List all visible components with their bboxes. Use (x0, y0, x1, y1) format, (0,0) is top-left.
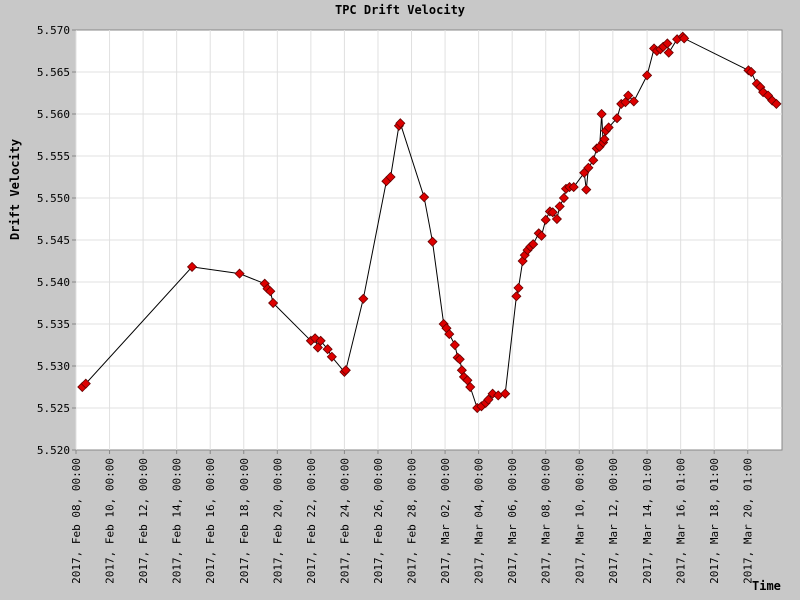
y-tick-label: 5.550 (37, 192, 70, 205)
y-tick-label: 5.565 (37, 66, 70, 79)
grid-lines (75, 30, 782, 450)
data-point[interactable] (322, 344, 333, 355)
data-point[interactable] (385, 171, 396, 183)
y-tick-label: 5.520 (37, 444, 70, 457)
x-tick-label: 2017, Feb 12, 00:00 (137, 458, 150, 584)
x-tick-label: 2017, Feb 20, 00:00 (271, 458, 284, 584)
x-tick-label: 2017, Mar 02, 00:00 (439, 458, 452, 584)
data-point[interactable] (771, 98, 782, 109)
x-tick-label: 2017, Feb 16, 00:00 (204, 458, 217, 584)
data-point[interactable] (540, 214, 551, 225)
data-point[interactable] (558, 192, 569, 204)
data-point[interactable] (268, 297, 279, 309)
x-tick-label: 2017, Feb 08, 00:00 (70, 458, 83, 584)
data-point[interactable] (568, 182, 579, 193)
data-point[interactable] (528, 239, 539, 250)
data-point[interactable] (500, 388, 511, 399)
y-tick-label: 5.535 (37, 318, 70, 331)
data-point[interactable] (513, 282, 524, 293)
data-point[interactable] (554, 201, 565, 212)
x-tick-label: 2017, Feb 14, 00:00 (171, 458, 184, 584)
data-point[interactable] (340, 365, 351, 376)
data-point[interactable] (395, 118, 406, 129)
data-point[interactable] (536, 230, 547, 241)
x-tick-label: 2017, Feb 24, 00:00 (338, 458, 351, 584)
data-point[interactable] (746, 66, 757, 78)
x-tick-label: 2017, Mar 10, 00:00 (573, 458, 586, 584)
y-tick-label: 5.540 (37, 276, 70, 289)
x-tick-label: 2017, Mar 06, 00:00 (506, 458, 519, 584)
data-point[interactable] (186, 261, 198, 272)
data-point[interactable] (599, 134, 610, 145)
data-point[interactable] (662, 38, 673, 49)
data-point[interactable] (80, 378, 91, 389)
x-tick-label: 2017, Mar 04, 00:00 (473, 458, 486, 584)
data-point[interactable] (663, 47, 674, 58)
data-point[interactable] (547, 207, 558, 218)
axis-ticks: 5.520 5.525 5.530 5.535 5.540 5.545 5.550 5.555… (37, 24, 755, 584)
data-point[interactable] (454, 354, 465, 365)
y-tick-label: 5.530 (37, 360, 70, 373)
data-point[interactable] (628, 96, 639, 107)
data-point[interactable] (234, 268, 245, 279)
data-point[interactable] (265, 286, 276, 297)
x-tick-label: 2017, Feb 26, 00:00 (372, 458, 385, 584)
data-point[interactable] (511, 291, 522, 302)
chart-title: TPC Drift Velocity (334, 3, 466, 17)
data-point[interactable] (581, 184, 592, 195)
x-tick-label: 2017, Mar 20, 01:00 (742, 458, 755, 584)
data-point[interactable] (483, 394, 494, 405)
x-axis-label: Time (752, 579, 781, 593)
x-tick-label: 2017, Feb 22, 00:00 (305, 458, 318, 584)
data-point[interactable] (642, 70, 653, 81)
data-point[interactable] (358, 293, 369, 304)
data-point[interactable] (679, 33, 690, 44)
data-point[interactable] (611, 113, 623, 124)
series-markers (77, 31, 782, 414)
y-tick-label: 5.545 (37, 234, 70, 247)
data-point[interactable] (449, 339, 460, 351)
x-tick-label: 2017, Feb 10, 00:00 (104, 458, 117, 584)
data-point[interactable] (326, 351, 337, 362)
data-point[interactable] (419, 192, 430, 203)
x-tick-label: 2017, Mar 18, 01:00 (708, 458, 721, 584)
x-tick-label: 2017, Mar 16, 01:00 (675, 458, 688, 584)
data-point[interactable] (583, 162, 594, 173)
x-tick-label: 2017, Mar 12, 00:00 (607, 458, 620, 584)
data-point[interactable] (596, 108, 607, 120)
data-point[interactable] (465, 381, 476, 393)
x-tick-label: 2017, Feb 18, 00:00 (238, 458, 251, 584)
x-tick-label: 2017, Mar 14, 01:00 (641, 458, 654, 584)
data-point[interactable] (603, 122, 614, 133)
data-point[interactable] (444, 329, 455, 340)
x-tick-label: 2017, Mar 08, 00:00 (540, 458, 553, 584)
data-point[interactable] (427, 236, 438, 247)
x-tick-label: 2017, Feb 28, 00:00 (406, 458, 419, 584)
data-point[interactable] (623, 90, 634, 101)
y-tick-label: 5.570 (37, 24, 70, 37)
data-point[interactable] (551, 213, 562, 225)
data-point[interactable] (588, 155, 599, 166)
y-tick-label: 5.555 (37, 150, 70, 163)
y-tick-label: 5.560 (37, 108, 70, 121)
data-point[interactable] (315, 335, 326, 346)
y-tick-label: 5.525 (37, 402, 70, 415)
